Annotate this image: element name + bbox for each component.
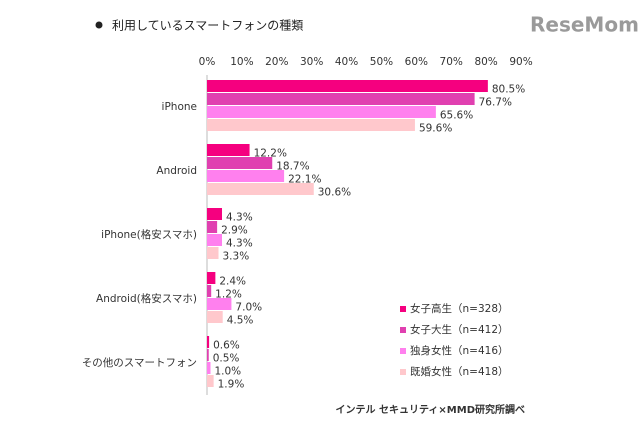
value-label: 1.0% [214, 366, 241, 378]
value-label: 76.7% [479, 97, 512, 109]
bar [207, 298, 232, 310]
bar [207, 157, 273, 169]
value-label: 2.4% [219, 276, 246, 288]
value-label: 4.3% [226, 212, 253, 224]
bar [207, 221, 218, 233]
y-tick-label: その他のスマートフォン [82, 356, 197, 369]
x-tick-label: 70% [440, 56, 463, 68]
legend-label: 女子大生（n=412） [410, 323, 509, 336]
bar [207, 144, 250, 156]
bar [207, 349, 209, 361]
source-note: インテル セキュリティ×MMD研究所調べ [336, 403, 525, 416]
value-label: 59.6% [419, 123, 452, 135]
bar [207, 106, 436, 118]
y-tick-label: Android(格安スマホ) [96, 292, 197, 305]
bar [207, 336, 210, 348]
value-label: 30.6% [318, 187, 351, 199]
bar [207, 208, 223, 220]
legend-label: 独身女性（n=416） [410, 344, 509, 357]
bar [207, 170, 285, 182]
x-tick-label: 30% [300, 56, 323, 68]
bar [207, 80, 488, 92]
x-tick-label: 10% [230, 56, 253, 68]
x-tick-label: 0% [199, 56, 216, 68]
bar [207, 247, 219, 259]
logo: ReseMom [530, 13, 639, 37]
x-tick-label: 80% [474, 56, 497, 68]
bar [207, 119, 415, 131]
value-label: 4.3% [226, 238, 253, 250]
value-label: 2.9% [221, 225, 248, 237]
value-label: 80.5% [492, 84, 525, 96]
value-label: 1.2% [215, 289, 242, 301]
value-label: 12.2% [254, 148, 287, 160]
bar [207, 183, 314, 195]
x-tick-label: 60% [405, 56, 428, 68]
value-label: 18.7% [276, 161, 309, 173]
bar [207, 362, 211, 374]
legend-swatch [400, 348, 406, 354]
y-tick-label: iPhone [162, 101, 197, 113]
legend-label: 女子高生（n=328） [410, 302, 509, 315]
legend-swatch [400, 327, 406, 333]
bar [207, 93, 475, 105]
bar [207, 311, 223, 323]
x-tick-label: 90% [509, 56, 532, 68]
x-tick-label: 20% [265, 56, 288, 68]
value-label: 4.5% [227, 315, 254, 327]
value-label: 1.9% [218, 379, 245, 391]
chart-title: 利用しているスマートフォンの種類 [112, 19, 303, 33]
value-label: 0.5% [213, 353, 240, 365]
legend-swatch [400, 306, 406, 312]
x-tick-label: 40% [335, 56, 358, 68]
value-label: 22.1% [288, 174, 321, 186]
bar [207, 285, 212, 297]
value-label: 3.3% [223, 251, 250, 263]
legend-label: 既婚女性（n=418） [410, 365, 509, 378]
bar [207, 375, 214, 387]
x-tick-label: 50% [370, 56, 393, 68]
value-label: 65.6% [440, 110, 473, 122]
bar [207, 272, 216, 284]
bar [207, 234, 223, 246]
value-label: 7.0% [235, 302, 262, 314]
title-bullet [95, 21, 103, 29]
y-tick-label: iPhone(格安スマホ) [101, 228, 197, 241]
legend-swatch [400, 369, 406, 375]
y-tick-label: Android [156, 165, 197, 177]
value-label: 0.6% [213, 340, 240, 352]
